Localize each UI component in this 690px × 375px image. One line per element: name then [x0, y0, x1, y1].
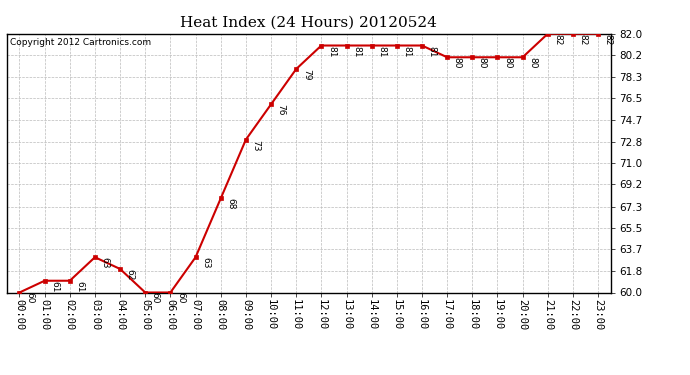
Text: 82: 82 [604, 34, 613, 45]
Text: 82: 82 [553, 34, 562, 45]
Text: 82: 82 [578, 34, 587, 45]
Text: 68: 68 [226, 198, 235, 210]
Text: 81: 81 [327, 45, 336, 57]
Text: 81: 81 [402, 45, 411, 57]
Text: 76: 76 [277, 104, 286, 116]
Text: 63: 63 [201, 257, 210, 269]
Text: 73: 73 [251, 140, 260, 151]
Text: 81: 81 [428, 45, 437, 57]
Text: 80: 80 [503, 57, 512, 69]
Text: 60: 60 [25, 292, 34, 304]
Text: 80: 80 [528, 57, 537, 69]
Text: 80: 80 [453, 57, 462, 69]
Text: 63: 63 [101, 257, 110, 269]
Text: 81: 81 [352, 45, 361, 57]
Title: Heat Index (24 Hours) 20120524: Heat Index (24 Hours) 20120524 [180, 16, 437, 30]
Text: 61: 61 [50, 281, 59, 292]
Text: 62: 62 [126, 269, 135, 280]
Text: 80: 80 [478, 57, 487, 69]
Text: 60: 60 [151, 292, 160, 304]
Text: 81: 81 [377, 45, 386, 57]
Text: 60: 60 [176, 292, 185, 304]
Text: 61: 61 [75, 281, 84, 292]
Text: Copyright 2012 Cartronics.com: Copyright 2012 Cartronics.com [10, 38, 151, 46]
Text: 79: 79 [302, 69, 310, 81]
